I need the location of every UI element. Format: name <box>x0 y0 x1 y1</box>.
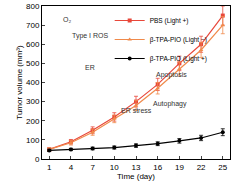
svg-text:1: 1 <box>47 163 52 172</box>
svg-text:7: 7 <box>90 163 95 172</box>
svg-text:ER stress: ER stress <box>121 107 152 114</box>
svg-text:700: 700 <box>26 21 40 30</box>
svg-text:Tumor volume (mm³): Tumor volume (mm³) <box>15 45 24 120</box>
svg-text:13: 13 <box>132 163 141 172</box>
svg-text:Type I ROS: Type I ROS <box>72 32 109 40</box>
svg-text:Apoptosis: Apoptosis <box>156 71 187 79</box>
svg-text:500: 500 <box>26 59 40 68</box>
svg-text:ER: ER <box>85 64 95 71</box>
svg-text:O₂: O₂ <box>63 16 71 23</box>
svg-text:100: 100 <box>26 136 40 145</box>
svg-text:β-TPA-PIO (Light +): β-TPA-PIO (Light +) <box>150 55 207 63</box>
svg-text:400: 400 <box>26 78 40 87</box>
svg-text:0: 0 <box>35 155 40 164</box>
svg-text:200: 200 <box>26 117 40 126</box>
svg-text:PBS (Light +): PBS (Light +) <box>150 17 189 25</box>
svg-text:Time (day): Time (day) <box>117 172 155 181</box>
svg-text:22: 22 <box>197 163 206 172</box>
svg-text:16: 16 <box>153 163 162 172</box>
svg-text:600: 600 <box>26 40 40 49</box>
svg-text:Autophagy: Autophagy <box>153 100 187 108</box>
svg-text:300: 300 <box>26 97 40 106</box>
svg-text:25: 25 <box>218 163 227 172</box>
svg-text:10: 10 <box>110 163 119 172</box>
svg-text:4: 4 <box>69 163 74 172</box>
svg-text:800: 800 <box>26 2 40 11</box>
svg-text:19: 19 <box>175 163 184 172</box>
svg-text:β-TPA-PIO (Light −): β-TPA-PIO (Light −) <box>150 36 207 44</box>
